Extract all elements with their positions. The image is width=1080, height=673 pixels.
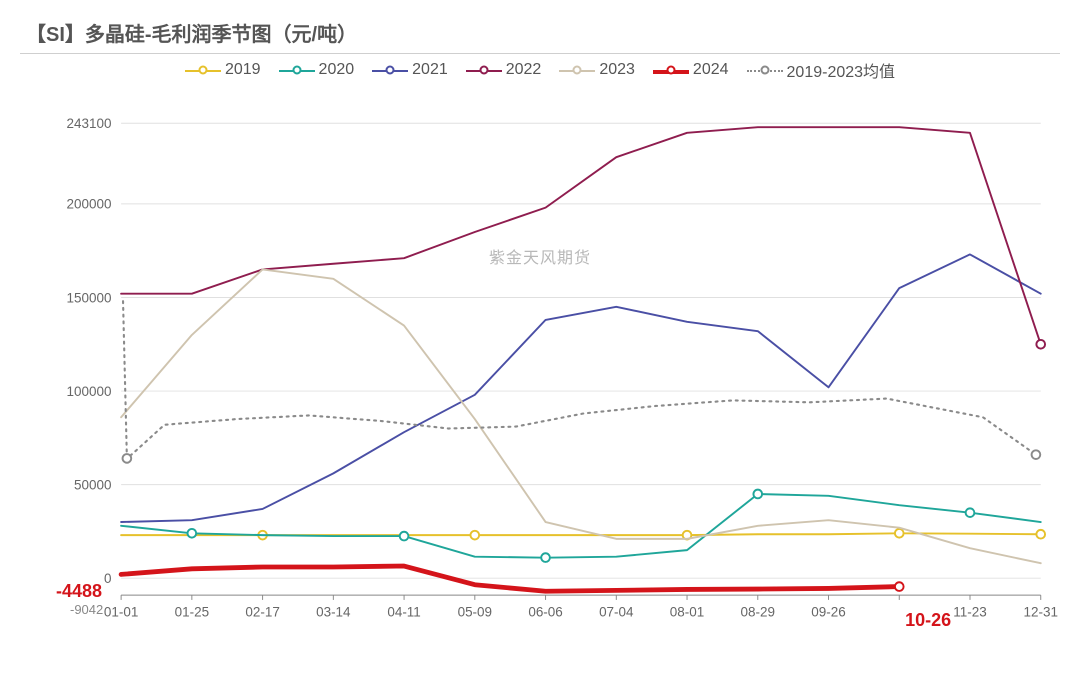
y-tick-label: 200000	[67, 197, 112, 212]
x-tick-label: 01-01	[104, 604, 138, 619]
highlight-date-label: 10-26	[905, 610, 951, 631]
series-marker	[188, 529, 197, 538]
series-marker	[1032, 450, 1041, 459]
series-marker	[400, 532, 409, 541]
series-marker	[895, 529, 904, 538]
x-tick-label: 03-14	[316, 604, 351, 619]
x-tick-label: 06-06	[528, 604, 562, 619]
legend-label: 2021	[412, 61, 448, 79]
series-line	[121, 254, 1041, 522]
y-tick-label: 150000	[67, 290, 112, 305]
x-tick-label: 09-26	[811, 604, 845, 619]
y-tick-label: 243100	[67, 116, 112, 131]
series-marker	[966, 508, 975, 517]
legend-item: 2019-2023均值	[747, 58, 896, 82]
legend-label: 2019-2023均值	[787, 58, 896, 82]
series-marker	[1036, 530, 1045, 539]
legend-swatch	[747, 63, 783, 77]
legend-item: 2020	[279, 61, 355, 79]
x-tick-label: 01-25	[175, 604, 209, 619]
series-marker	[753, 490, 762, 499]
x-tick-label: 12-31	[1024, 604, 1058, 619]
legend-swatch	[559, 63, 595, 77]
legend-label: 2024	[693, 61, 729, 79]
chart-title: 【SI】多晶硅-毛利润季节图（元/吨）	[26, 18, 1060, 47]
y-tick-label: 100000	[67, 384, 112, 399]
x-tick-label: 04-11	[387, 604, 420, 619]
highlight-value-label: -4488	[56, 581, 102, 602]
legend-item: 2019	[185, 61, 261, 79]
legend-item: 2024	[653, 61, 729, 79]
y-tick-label: 50000	[74, 477, 111, 492]
legend-label: 2022	[506, 61, 542, 79]
legend-swatch	[653, 63, 689, 77]
legend-swatch	[372, 63, 408, 77]
x-tick-label: 02-17	[245, 604, 279, 619]
x-tick-label: 08-01	[670, 604, 704, 619]
legend-swatch	[466, 63, 502, 77]
x-tick-label: 11-23	[953, 604, 986, 619]
series-marker	[123, 454, 132, 463]
series-marker	[895, 582, 904, 591]
plot-area: 紫金天风期货 05000010000015000020000024310001-…	[20, 84, 1060, 644]
series-marker	[470, 531, 479, 540]
x-tick-label: 07-04	[599, 604, 634, 619]
legend: 2019 2020 2021 2022 2023 2024 2019-2023均值	[20, 58, 1060, 82]
chart-root: 【SI】多晶硅-毛利润季节图（元/吨） 2019 2020 2021 2022 2023…	[0, 0, 1080, 673]
y-axis-min-label: -9042	[70, 602, 103, 617]
legend-swatch	[279, 63, 315, 77]
x-tick-label: 08-29	[741, 604, 775, 619]
series-marker	[541, 553, 550, 562]
line-chart-svg: 0 50000 100000 150000 200000 243100 01-01 01-25…	[20, 84, 1060, 644]
series-line	[121, 494, 1041, 558]
x-tick-label: 05-09	[458, 604, 492, 619]
series-line	[123, 301, 1036, 458]
legend-label: 2023	[599, 61, 635, 79]
title-divider	[20, 53, 1060, 54]
legend-swatch	[185, 63, 221, 77]
series-line	[121, 127, 1041, 344]
legend-label: 2019	[225, 61, 261, 79]
series-marker	[1036, 340, 1045, 349]
legend-item: 2023	[559, 61, 635, 79]
legend-item: 2021	[372, 61, 448, 79]
legend-item: 2022	[466, 61, 542, 79]
y-tick-label: 0	[104, 571, 112, 586]
legend-label: 2020	[319, 61, 355, 79]
